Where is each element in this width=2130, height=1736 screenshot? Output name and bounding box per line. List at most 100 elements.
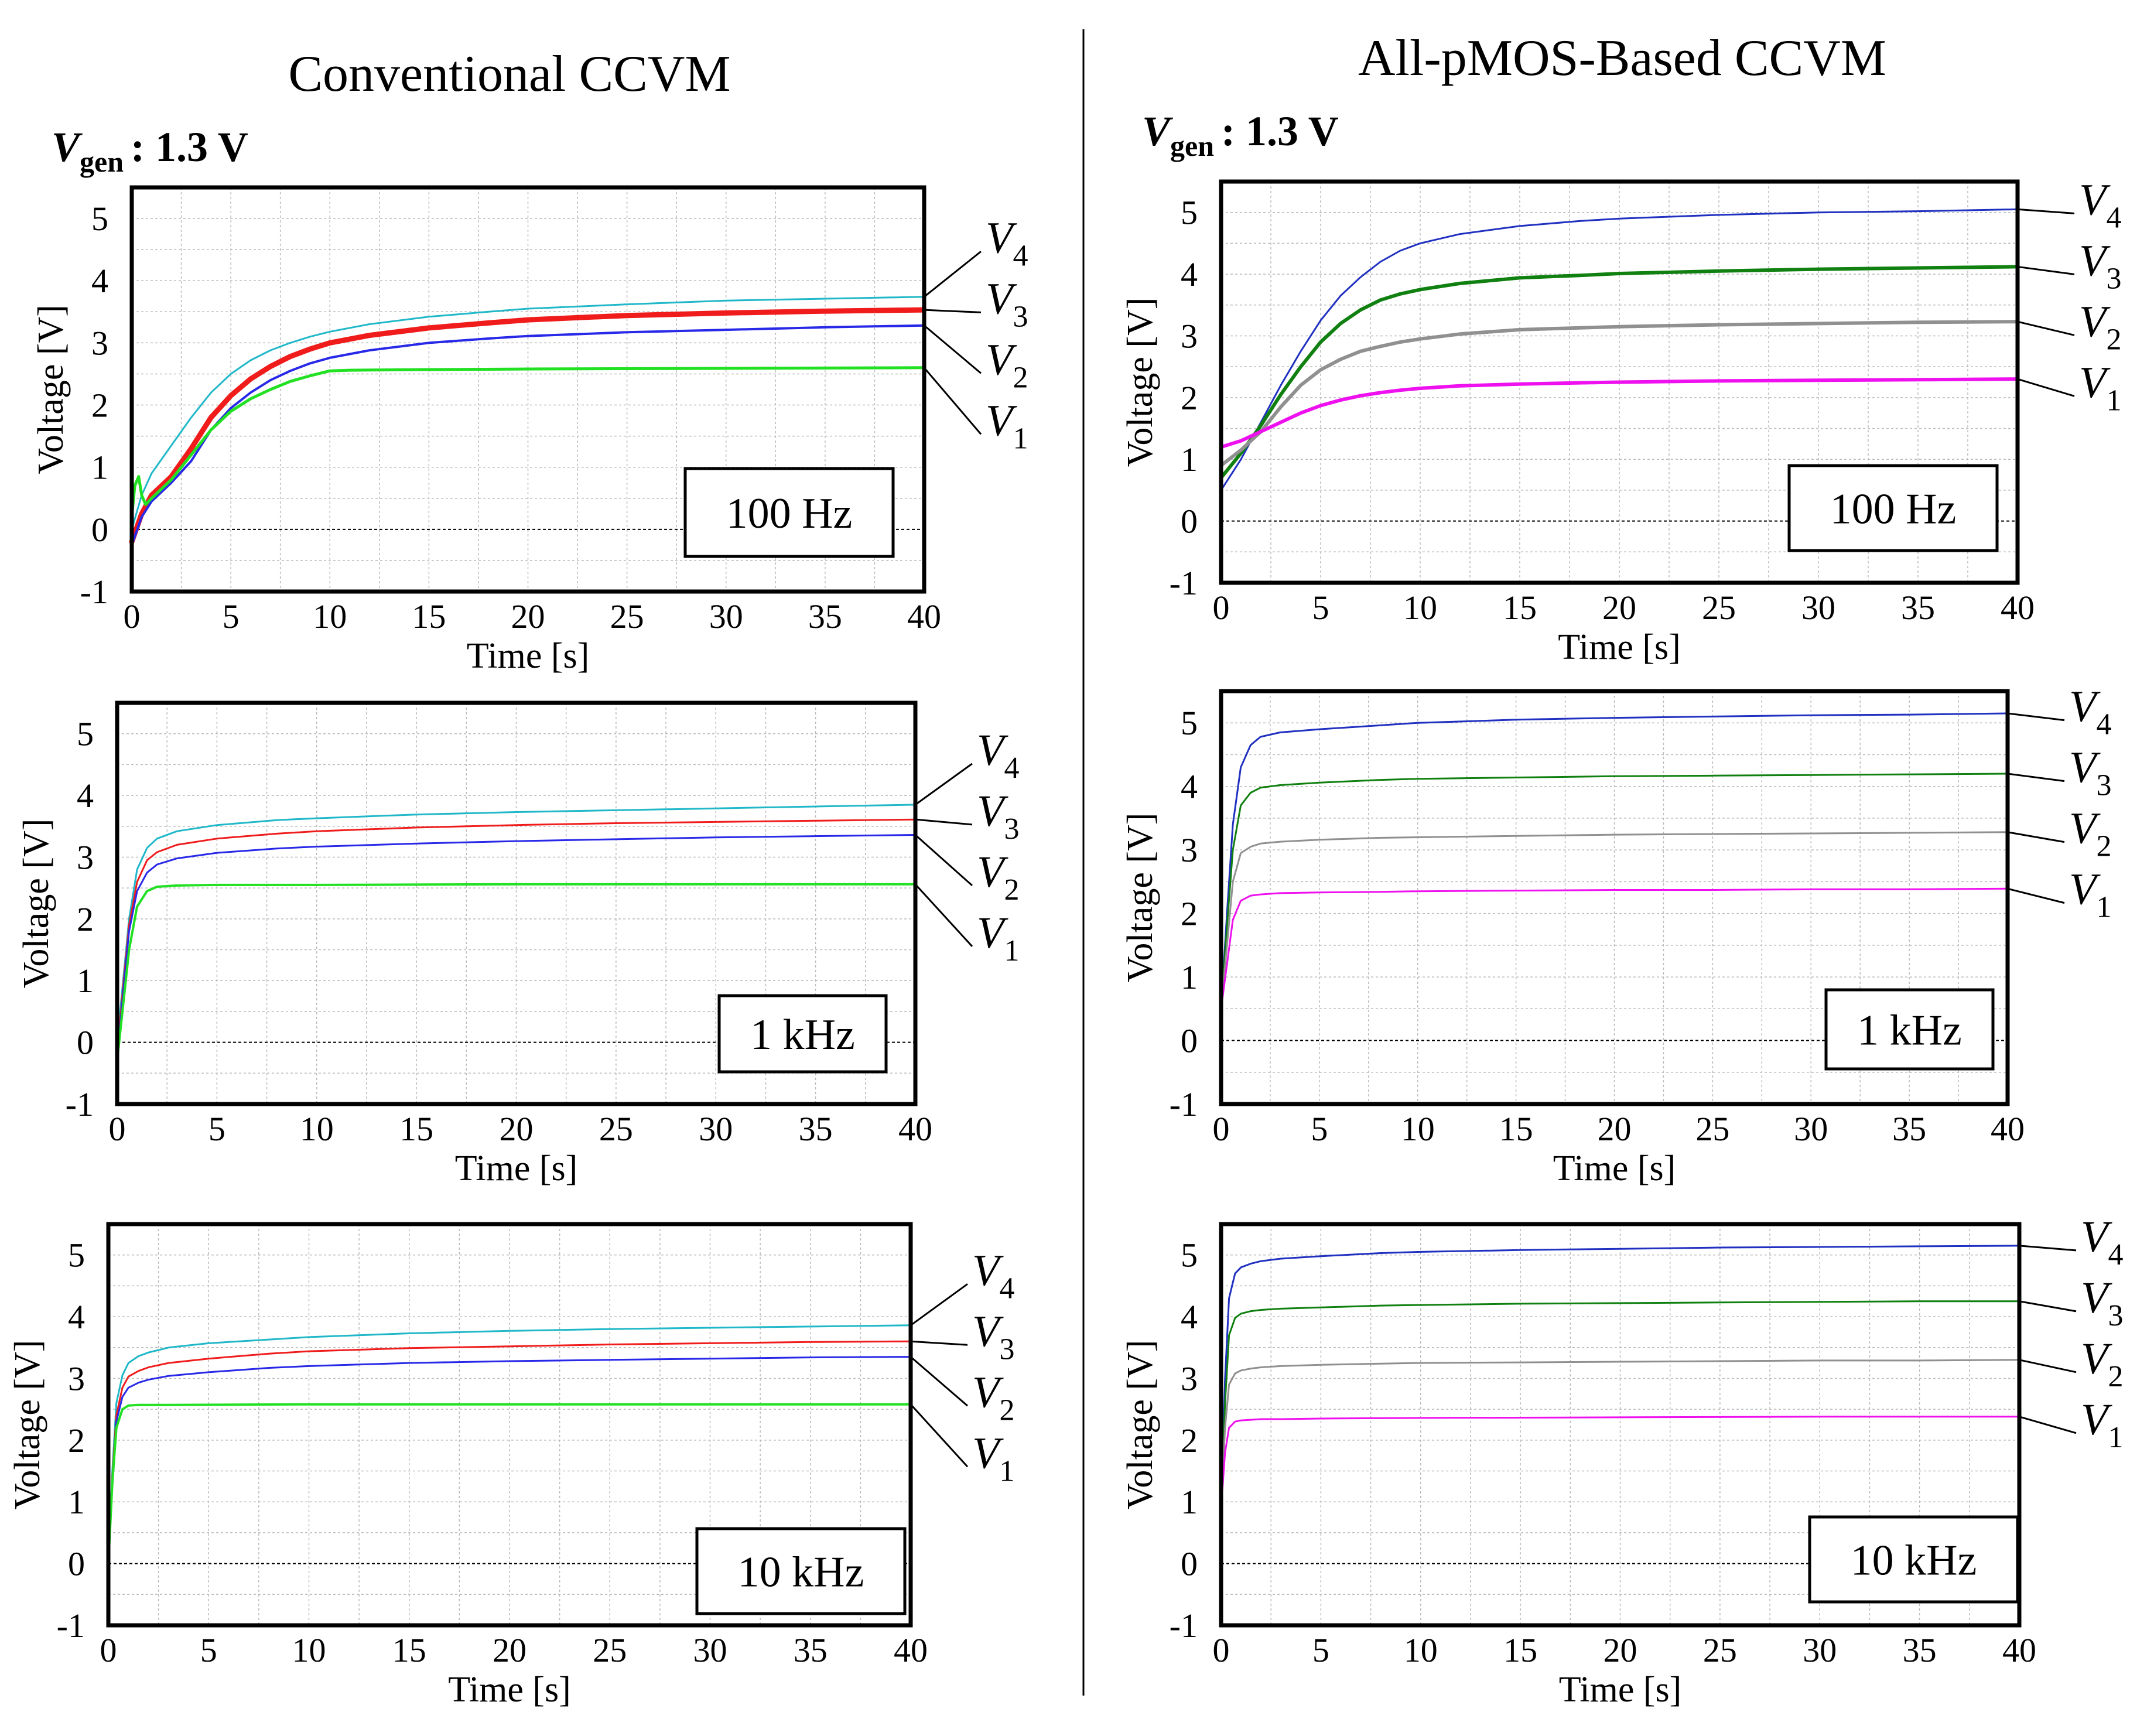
plot-frame bbox=[115, 700, 918, 1106]
y-axis-label: Voltage [V] bbox=[8, 1340, 47, 1510]
leader-line bbox=[910, 1356, 968, 1407]
y-axis-label: Voltage [V] bbox=[16, 819, 56, 989]
x-tick-label: 0 bbox=[124, 597, 141, 635]
y-tick-label: 0 bbox=[1181, 503, 1198, 541]
x-tick-label: 10 bbox=[1401, 1110, 1435, 1148]
series-label-v1: V1 bbox=[972, 1429, 1014, 1488]
series-line-v3 bbox=[107, 1340, 912, 1565]
y-tick-label: 5 bbox=[1181, 1236, 1198, 1274]
y-axis-label: Voltage [V] bbox=[1120, 813, 1160, 983]
x-tick-label: 40 bbox=[894, 1631, 928, 1669]
x-tick-label: 35 bbox=[1903, 1631, 1937, 1669]
x-tick-label: 0 bbox=[1213, 589, 1230, 627]
right-vgen-symbol: V bbox=[1142, 108, 1173, 155]
x-tick-label: 0 bbox=[1213, 1110, 1230, 1148]
plot-frame bbox=[1219, 1222, 2022, 1628]
series-line-v3 bbox=[1220, 773, 2009, 1010]
leader-line bbox=[2019, 1300, 2077, 1313]
x-axis-label: Time [s] bbox=[1558, 627, 1681, 667]
x-tick-label: 5 bbox=[208, 1110, 225, 1148]
series-label-v4: V4 bbox=[977, 726, 1019, 785]
series-label-v4: V4 bbox=[2079, 175, 2121, 234]
x-tick-label: 40 bbox=[2002, 1631, 2036, 1669]
x-tick-label: 30 bbox=[1801, 589, 1835, 627]
x-tick-label: 35 bbox=[808, 597, 842, 635]
series-label-v3: V3 bbox=[972, 1307, 1014, 1366]
y-tick-label: -1 bbox=[1170, 564, 1198, 602]
x-tick-label: 35 bbox=[1892, 1110, 1926, 1148]
frequency-label: 1 kHz bbox=[750, 1011, 855, 1059]
leader-line bbox=[2019, 1416, 2077, 1434]
left-column-title: Conventional CCVM bbox=[288, 46, 730, 102]
y-tick-label: 2 bbox=[1181, 379, 1198, 417]
series-line-v2 bbox=[107, 1356, 912, 1565]
leader-line bbox=[910, 1403, 969, 1468]
frequency-box bbox=[695, 1527, 907, 1615]
frequency-box bbox=[1824, 988, 1995, 1071]
y-tick-label: 3 bbox=[68, 1359, 85, 1397]
frequency-box bbox=[683, 467, 895, 558]
frequency-box bbox=[1787, 464, 1999, 552]
series-line-v2 bbox=[116, 834, 917, 1062]
y-tick-label: 4 bbox=[91, 262, 108, 300]
left-vgen-value: : 1.3 V bbox=[131, 124, 248, 170]
x-tick-label: 40 bbox=[1991, 1110, 2025, 1148]
series-line-v2 bbox=[1220, 1359, 2020, 1509]
chart-pmos-1khz: 1 kHz -1 0 1 2 3 4 5 0 5 10 15 20 25 30 35 40 Time [s] Vol… bbox=[1120, 682, 2111, 1188]
x-tick-label: 25 bbox=[610, 597, 644, 635]
x-tick-label: 10 bbox=[1403, 589, 1437, 627]
series-line-v4 bbox=[1220, 208, 2019, 491]
y-tick-label: 1 bbox=[77, 962, 94, 1000]
leader-line bbox=[2007, 712, 2065, 722]
x-tick-label: 20 bbox=[1604, 1631, 1637, 1669]
y-tick-label: 3 bbox=[1181, 317, 1198, 355]
leader-line bbox=[2007, 773, 2065, 782]
chart-conv-1khz: 1 kHz -1 0 1 2 3 4 5 0 5 10 15 20 25 30 35 40 Time [s] Vol… bbox=[16, 700, 1019, 1188]
frequency-box bbox=[1808, 1515, 2019, 1604]
x-tick-label: 35 bbox=[794, 1631, 828, 1669]
series-line-v1 bbox=[1219, 377, 2019, 449]
series-label-v3: V3 bbox=[2069, 743, 2111, 802]
series-line-v3 bbox=[116, 818, 917, 1056]
plot-frame bbox=[1219, 179, 2020, 585]
x-tick-label: 0 bbox=[100, 1631, 117, 1669]
right-vgen-label: Vgen: 1.3 V bbox=[1142, 108, 1339, 162]
left-vgen-symbol: V bbox=[52, 124, 83, 170]
leader-line bbox=[924, 309, 982, 313]
x-tick-label: 10 bbox=[313, 597, 347, 635]
x-axis-label: Time [s] bbox=[455, 1149, 578, 1188]
y-tick-label: 4 bbox=[1181, 255, 1198, 293]
series-line-v4 bbox=[1220, 1245, 2020, 1509]
leader-line bbox=[915, 834, 973, 886]
y-tick-label: 4 bbox=[68, 1298, 85, 1336]
series-label-v4: V4 bbox=[972, 1246, 1014, 1305]
leader-line bbox=[2017, 378, 2075, 397]
x-tick-label: 15 bbox=[1503, 1631, 1537, 1669]
right-column-title: All-pMOS-Based CCVM bbox=[1358, 30, 1886, 87]
x-tick-label: 0 bbox=[1213, 1631, 1230, 1669]
leader-line bbox=[924, 324, 982, 374]
frequency-label: 1 kHz bbox=[1857, 1007, 1962, 1055]
y-axis-label: Voltage [V] bbox=[31, 305, 71, 474]
series-label-v2: V2 bbox=[986, 335, 1028, 394]
y-tick-label: 1 bbox=[1181, 958, 1198, 996]
series-line-v1 bbox=[1220, 887, 2009, 1010]
series-label-v4: V4 bbox=[986, 213, 1028, 272]
x-axis-label: Time [s] bbox=[448, 1670, 571, 1710]
x-tick-label: 20 bbox=[1602, 589, 1636, 627]
x-tick-label: 40 bbox=[907, 597, 941, 635]
x-tick-label: 5 bbox=[1311, 1110, 1328, 1148]
y-tick-label: 5 bbox=[68, 1236, 85, 1274]
grid bbox=[132, 187, 924, 592]
x-tick-label: 30 bbox=[1803, 1631, 1837, 1669]
chart-conv-10khz: 10 kHz -1 0 1 2 3 4 5 0 5 10 15 20 25 30 35 40 Time [s] Vo… bbox=[8, 1222, 1014, 1710]
leader-line bbox=[2007, 831, 2065, 843]
leader-line bbox=[914, 883, 973, 947]
x-tick-label: 0 bbox=[109, 1110, 126, 1148]
y-tick-label: 0 bbox=[1181, 1022, 1198, 1060]
y-tick-label: 0 bbox=[77, 1024, 94, 1062]
series-label-v1: V1 bbox=[977, 908, 1019, 968]
y-tick-label: -1 bbox=[1170, 1085, 1198, 1123]
right-vgen-value: : 1.3 V bbox=[1221, 108, 1339, 155]
